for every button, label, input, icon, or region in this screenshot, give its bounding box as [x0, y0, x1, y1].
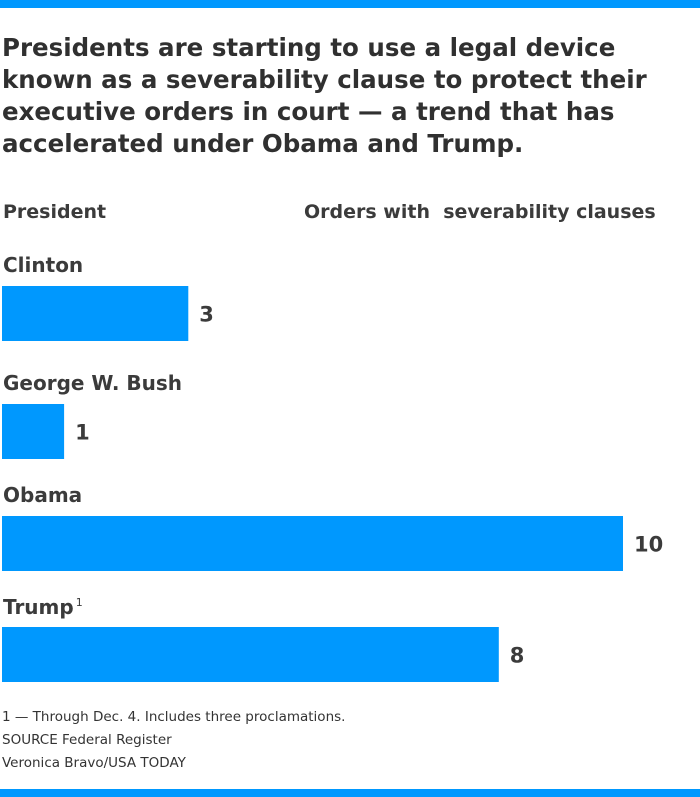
value-label-trump: 8 [510, 644, 525, 668]
bottom-rule [0, 789, 700, 797]
value-label-obama: 10 [634, 533, 663, 557]
source-line: SOURCE Federal Register [2, 732, 172, 748]
bar-george-w-bush [2, 404, 65, 459]
value-label-george-w-bush: 1 [75, 421, 90, 445]
category-label-trump: Trump 1 [3, 595, 83, 619]
bar-chart: Clinton 3 George W. Bush 1 Obama 10 Trump 1 8 [2, 253, 663, 682]
category-label-obama: Obama [3, 483, 82, 507]
bar-trump [2, 627, 499, 682]
top-rule [0, 0, 700, 8]
category-label-clinton: Clinton [3, 253, 83, 277]
value-label-clinton: 3 [199, 303, 214, 327]
bar-obama [2, 516, 623, 571]
footnote-marker: 1 [76, 596, 83, 609]
column-header-orders: Orders with severability clauses [304, 201, 656, 223]
category-label-george-w-bush: George W. Bush [3, 371, 182, 395]
footnote: 1 — Through Dec. 4. Includes three procl… [2, 709, 346, 725]
bar-clinton [2, 286, 189, 341]
chart-title: Presidents are starting to use a legal d… [2, 33, 647, 158]
credit-line: Veronica Bravo/USA TODAY [2, 755, 186, 771]
notes: 1 — Through Dec. 4. Includes three procl… [2, 706, 345, 775]
column-header-president: President [3, 201, 107, 223]
